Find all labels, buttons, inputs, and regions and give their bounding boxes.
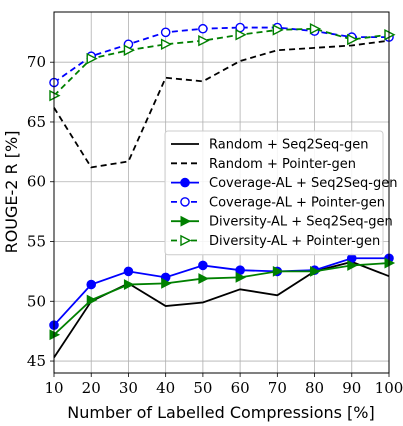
series-line bbox=[53, 27, 390, 97]
y-tick-label: 65 bbox=[27, 113, 46, 131]
data-point bbox=[123, 266, 134, 277]
data-point bbox=[160, 38, 173, 51]
series-line bbox=[53, 262, 390, 336]
y-tick-label: 50 bbox=[27, 292, 46, 310]
y-tick-label: 60 bbox=[27, 173, 46, 191]
x-tick-label: 40 bbox=[156, 379, 175, 397]
data-point bbox=[123, 44, 135, 56]
x-tick-label: 80 bbox=[305, 379, 324, 397]
x-tick-label: 50 bbox=[193, 379, 212, 397]
x-tick-label: 20 bbox=[82, 379, 101, 397]
legend-box bbox=[164, 130, 384, 256]
x-tick-label: 60 bbox=[231, 379, 250, 397]
data-point bbox=[86, 294, 98, 306]
ticks: 10 20 30 40 50 60 70 80 90 100 45 50 55 60 65 70 bbox=[27, 53, 403, 397]
data-point bbox=[272, 265, 284, 277]
series-line bbox=[53, 39, 390, 169]
x-tick-label: 100 bbox=[375, 379, 403, 397]
series-3 bbox=[49, 253, 394, 330]
y-tick-label: 55 bbox=[27, 233, 46, 251]
legend-label: Diversity-AL + Seq2Seq-gen bbox=[209, 215, 393, 230]
legend-marker bbox=[180, 215, 192, 227]
legend-marker bbox=[180, 197, 190, 207]
series-2 bbox=[53, 39, 390, 169]
data-point bbox=[309, 22, 322, 35]
x-tick-label: 30 bbox=[119, 379, 138, 397]
x-tick-label: 70 bbox=[268, 379, 287, 397]
data-point bbox=[235, 28, 247, 41]
data-point bbox=[198, 273, 209, 284]
legend-item: Diversity-AL + Pointer-gen bbox=[171, 234, 380, 249]
legend-item: Diversity-AL + Seq2Seq-gen bbox=[171, 215, 393, 230]
legend-item: Random + Pointer-gen bbox=[171, 157, 356, 172]
data-point bbox=[198, 260, 208, 271]
data-point bbox=[310, 265, 321, 277]
y-tick-label: 70 bbox=[27, 53, 46, 71]
legend-item: Coverage-AL + Pointer-gen bbox=[171, 195, 385, 210]
data-point bbox=[160, 27, 171, 38]
data-point bbox=[123, 279, 135, 290]
legend-label: Random + Pointer-gen bbox=[209, 157, 356, 172]
y-axis-label: ROUGE-2 R [%] bbox=[2, 131, 21, 254]
legend-item: Coverage-AL + Seq2Seq-gen bbox=[171, 176, 397, 191]
data-point bbox=[86, 52, 98, 65]
series-line bbox=[53, 257, 389, 326]
legend-label: Coverage-AL + Seq2Seq-gen bbox=[209, 176, 397, 191]
data-point bbox=[347, 33, 359, 46]
data-point bbox=[198, 34, 210, 47]
plot-frame bbox=[53, 11, 390, 374]
legend-marker bbox=[180, 234, 192, 247]
y-tick-label: 45 bbox=[27, 352, 46, 370]
data-point bbox=[198, 23, 208, 34]
series-line bbox=[53, 26, 389, 84]
legend-item: Random + Seq2Seq-gen bbox=[171, 138, 368, 153]
data-point bbox=[86, 279, 97, 290]
x-tick-label: 10 bbox=[44, 379, 63, 397]
legend-label: Coverage-AL + Pointer-gen bbox=[209, 195, 385, 210]
x-tick-label: 90 bbox=[342, 379, 361, 397]
legend-label: Random + Seq2Seq-gen bbox=[209, 138, 368, 153]
data-point bbox=[347, 260, 358, 271]
data-point bbox=[235, 271, 247, 283]
legend-label: Diversity-AL + Pointer-gen bbox=[209, 234, 380, 249]
data-point bbox=[272, 24, 284, 36]
legend: Random + Seq2Seq-gen Random + Pointer-gen… bbox=[164, 130, 397, 256]
x-axis-label: Number of Labelled Compressions [%] bbox=[67, 403, 375, 422]
series-5 bbox=[49, 257, 396, 341]
data-point bbox=[161, 277, 172, 289]
legend-marker bbox=[180, 177, 190, 188]
